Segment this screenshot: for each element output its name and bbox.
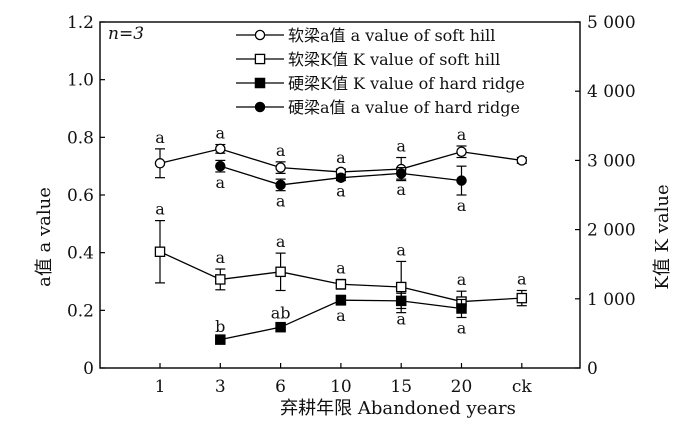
x-tick-label: 10 <box>330 377 352 397</box>
y-left-tick-label: 0.4 <box>67 244 94 264</box>
legend-marker <box>254 29 266 41</box>
significance-letter: a <box>517 269 527 288</box>
significance-letter: a <box>216 173 226 192</box>
y-right-tick-label: 4 000 <box>587 82 636 102</box>
data-point <box>275 321 286 333</box>
data-point <box>215 274 226 285</box>
legend-marker <box>254 101 266 113</box>
data-point <box>516 292 528 304</box>
y-right-tick-label: 0 <box>587 359 598 379</box>
x-axis-ticks: 1 3 6 10 15 20 ck <box>155 363 533 397</box>
data-point <box>215 160 226 172</box>
legend-marker <box>254 77 266 89</box>
data-point <box>456 303 467 314</box>
significance-letter: a <box>336 182 346 201</box>
data-point <box>215 334 226 345</box>
y-axis-right-label: K值 K value <box>652 184 673 289</box>
legend-item-3: 硬梁K值 K value of hard ridge <box>236 74 525 93</box>
significance-letter: a <box>276 192 286 211</box>
significance-letter: a <box>155 128 165 147</box>
legend-item-4: 硬梁a值 a value of hard ridge <box>236 98 520 117</box>
y-right-tick-label: 5 000 <box>587 13 636 33</box>
x-tick-label: 1 <box>155 377 166 397</box>
x-tick-label: 6 <box>275 377 286 397</box>
left-axis-ticks: 0 0.2 0.4 0.6 0.8 1.0 1.2 <box>67 13 105 379</box>
significance-letter: b <box>215 317 225 336</box>
legend-item-2: 软梁K值 K value of soft hill <box>236 50 500 69</box>
data-point <box>275 162 286 173</box>
data-point <box>335 172 347 183</box>
data-point <box>395 168 407 179</box>
y-right-tick-label: 2 000 <box>587 221 636 241</box>
y-left-tick-label: 1.0 <box>67 71 94 91</box>
y-left-tick-label: 0.8 <box>67 128 94 148</box>
significance-letter: a <box>457 318 467 337</box>
data-point <box>335 294 347 306</box>
data-point <box>516 155 528 166</box>
legend-label: 软梁K值 K value of soft hill <box>288 50 500 69</box>
y-axis-left-label: a值 a value <box>34 187 55 287</box>
y-left-tick-label: 0.6 <box>67 186 94 206</box>
significance-letter: a <box>396 137 406 156</box>
significance-letter: a <box>336 258 346 277</box>
data-point <box>215 143 226 155</box>
x-tick-label: ck <box>512 377 533 397</box>
significance-letter: a <box>457 270 467 289</box>
significance-letter: a <box>216 124 226 143</box>
significance-letter: ab <box>271 303 291 322</box>
data-point <box>154 158 166 169</box>
y-right-tick-label: 1 000 <box>587 290 636 310</box>
significance-letter: a <box>336 148 346 167</box>
significance-letter: a <box>216 248 226 267</box>
significance-letter: a <box>396 240 406 259</box>
data-point <box>395 281 407 293</box>
significance-letter: a <box>276 232 286 251</box>
significance-letter: a <box>457 125 467 144</box>
x-axis-label: 弃耕年限 Abandoned years <box>280 398 516 419</box>
significance-letter: a <box>457 196 467 215</box>
significance-letter: a <box>336 306 346 325</box>
y-left-tick-label: 0.2 <box>67 301 94 321</box>
series-1: a a a a a a <box>154 124 528 182</box>
legend-label: 软梁a值 a value of soft hill <box>288 26 495 45</box>
y-right-tick-label: 3 000 <box>587 151 636 171</box>
right-axis-ticks: 0 1 000 2 000 3 000 4 000 5 000 <box>575 13 636 379</box>
significance-letter: a <box>155 200 165 219</box>
legend-label: 硬梁a值 a value of hard ridge <box>288 98 520 117</box>
data-point <box>335 279 347 290</box>
sample-size-annotation: n=3 <box>108 24 144 44</box>
data-point <box>395 295 407 307</box>
legend-label: 硬梁K值 K value of hard ridge <box>288 74 525 93</box>
x-tick-label: 15 <box>390 377 412 397</box>
legend: 软梁a值 a value of soft hill 软梁K值 K value of… <box>236 26 525 117</box>
legend-item-1: 软梁a值 a value of soft hill <box>236 26 495 45</box>
x-tick-label: 20 <box>451 377 473 397</box>
series-3: b ab a a a <box>215 292 467 345</box>
data-point <box>154 246 166 257</box>
data-point <box>275 179 286 191</box>
series-4: a a a a a <box>215 159 467 215</box>
legend-marker <box>254 53 266 65</box>
data-point <box>275 266 286 278</box>
significance-letter: a <box>396 309 406 328</box>
x-tick-label: 3 <box>215 377 226 397</box>
significance-letter: a <box>396 180 406 199</box>
significance-letter: a <box>276 141 286 160</box>
y-left-tick-label: 1.2 <box>67 13 94 33</box>
y-left-tick-label: 0 <box>83 359 94 379</box>
data-point <box>456 175 467 186</box>
data-point <box>456 146 467 157</box>
